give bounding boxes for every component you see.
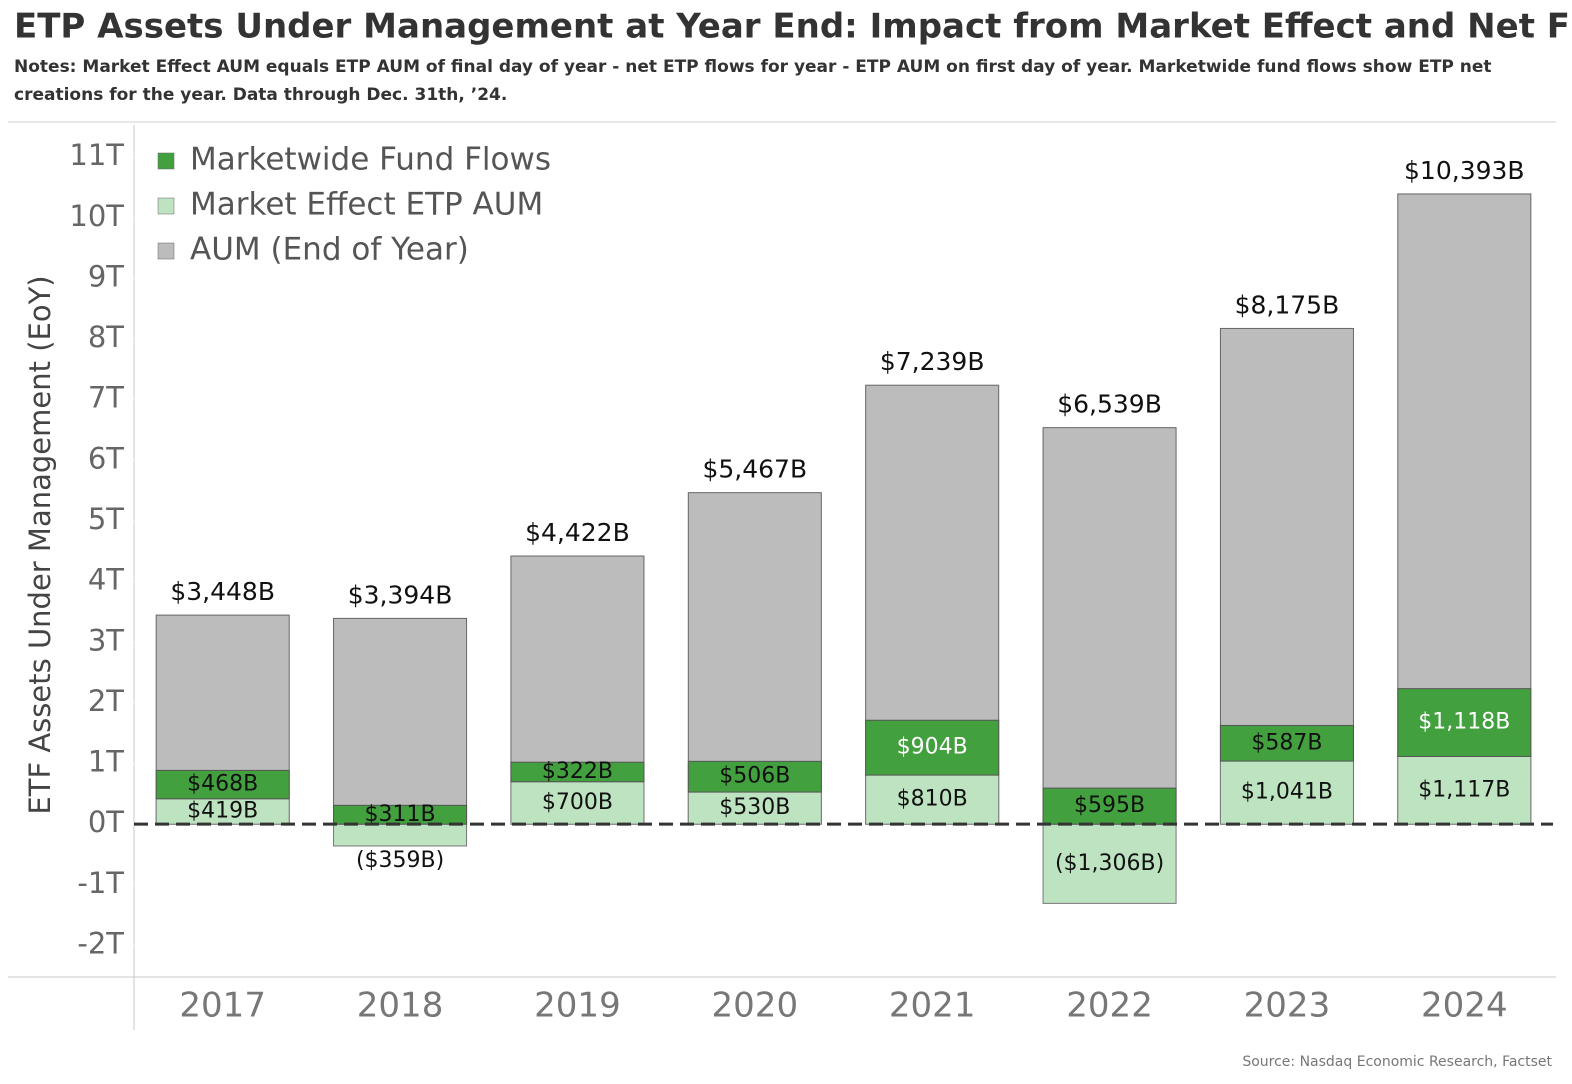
y-tick-label: 4T [88, 563, 124, 597]
bar-fund-flows [333, 804, 468, 825]
legend-label: Marketwide Fund Flows [190, 142, 551, 178]
source: Source: Nasdaq Economic Research, Factse… [1242, 1054, 1552, 1070]
bar-market-effect [865, 774, 1000, 825]
bar-fund-flows [155, 769, 290, 800]
bar-market-effect [1042, 823, 1177, 904]
legend-label: Market Effect ETP AUM [190, 187, 543, 223]
bar-market-effect [155, 798, 290, 825]
value-label: $700B [542, 790, 613, 815]
value-label: ($1,306B) [1055, 851, 1164, 876]
y-tick-label: 8T [88, 320, 124, 354]
bar-fund-flows [865, 719, 1000, 776]
legend-label: AUM (End of Year) [190, 232, 469, 268]
value-label: $810B [897, 787, 968, 812]
bar-fund-flows [687, 760, 822, 793]
value-label: $587B [1251, 730, 1322, 755]
bar-market-effect [333, 823, 468, 847]
bar-fund-flows [510, 761, 645, 783]
x-tick-label: 2020 [712, 986, 799, 1026]
bar-aum [333, 617, 468, 825]
value-label: $419B [187, 798, 258, 823]
value-label: $595B [1074, 793, 1145, 818]
legend-swatch [157, 197, 175, 215]
value-label: $322B [542, 759, 613, 784]
bar-market-effect [1219, 760, 1354, 825]
value-label: $311B [365, 802, 436, 827]
value-label: $530B [719, 795, 790, 820]
y-tick-label: 6T [88, 441, 124, 475]
value-label: $1,041B [1241, 780, 1333, 805]
x-tick-label: 2023 [1244, 986, 1331, 1026]
y-tick-label: 11T [69, 138, 124, 172]
x-tick-label: 2017 [179, 986, 266, 1026]
y-tick-label: 3T [88, 623, 124, 657]
value-label: $3,394B [348, 580, 453, 609]
value-label: ($359B) [356, 848, 444, 873]
value-label: $1,118B [1418, 710, 1510, 735]
value-label: $506B [719, 764, 790, 789]
value-label: $8,175B [1235, 290, 1340, 319]
y-tick-label: 5T [88, 502, 124, 536]
value-label: $468B [187, 772, 258, 797]
value-label: $10,393B [1404, 156, 1525, 185]
value-label: $1,117B [1418, 777, 1510, 802]
x-tick-label: 2022 [1066, 986, 1153, 1026]
notes: creations for the year. Data through Dec… [14, 85, 507, 105]
bar-market-effect [510, 781, 645, 825]
bar-aum [1042, 427, 1177, 825]
legend-swatch [157, 152, 175, 170]
bar-fund-flows [1042, 787, 1177, 825]
bar-market-effect [1397, 755, 1532, 825]
chart-title: ETP Assets Under Management at Year End:… [14, 7, 1572, 47]
y-tick-label: 2T [88, 684, 124, 718]
x-tick-label: 2018 [357, 986, 444, 1026]
value-label: $904B [897, 735, 968, 760]
y-tick-label: 0T [88, 805, 124, 839]
y-tick-label: -2T [77, 926, 124, 960]
value-label: $7,239B [880, 347, 985, 376]
value-label: $6,539B [1057, 390, 1162, 419]
y-tick-label: -1T [77, 866, 124, 900]
notes: Notes: Market Effect AUM equals ETP AUM … [14, 57, 1492, 77]
y-tick-label: 9T [88, 259, 124, 293]
y-tick-label: 7T [88, 381, 124, 415]
y-tick-label: 1T [88, 745, 124, 779]
x-tick-label: 2019 [534, 986, 621, 1026]
x-tick-label: 2021 [889, 986, 976, 1026]
y-axis-title: ETF Assets Under Management (EoY) [23, 275, 57, 814]
value-label: $4,422B [525, 518, 630, 547]
y-tick-label: 10T [69, 199, 124, 233]
value-label: $5,467B [702, 455, 807, 484]
value-label: $3,448B [170, 577, 275, 606]
legend-swatch [157, 242, 175, 260]
x-tick-label: 2024 [1421, 986, 1508, 1026]
bar-fund-flows [1219, 724, 1354, 762]
bar-fund-flows [1397, 688, 1532, 757]
